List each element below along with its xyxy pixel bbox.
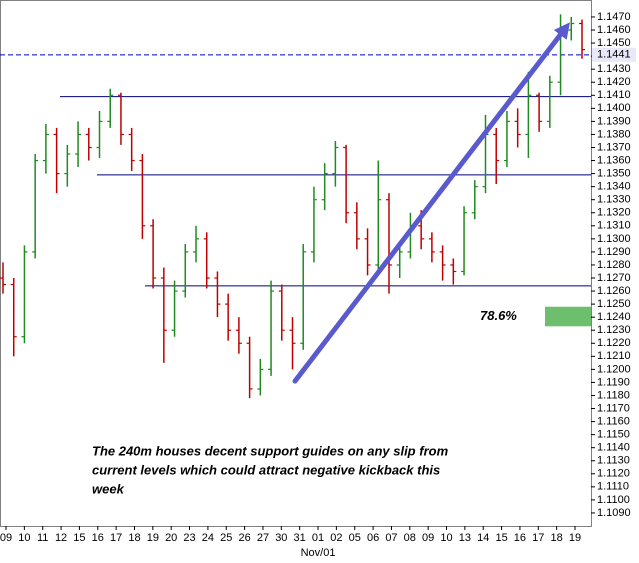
x-tick-label: 15: [73, 532, 85, 544]
x-tick-label: 10: [440, 532, 452, 544]
x-tick-label: 13: [459, 532, 471, 544]
annotation-text: The 240m houses decent support guides on…: [92, 443, 449, 458]
y-tick-label: 1.1110: [597, 481, 629, 493]
y-tick-label: 1.1250: [597, 298, 631, 310]
x-tick-label: 10: [18, 532, 30, 544]
y-tick-label: 1.1130: [597, 455, 630, 467]
x-tick-label: 02: [330, 532, 342, 544]
y-tick-label: 1.1310: [597, 220, 631, 232]
retracement-zone: [545, 306, 591, 327]
x-tick-label: 24: [202, 532, 214, 544]
y-tick-label: 1.1400: [597, 102, 631, 114]
x-tick-label: 30: [275, 532, 287, 544]
annotation-text: week: [92, 481, 125, 496]
y-tick-label: 1.1170: [597, 402, 630, 414]
x-tick-label: 12: [55, 532, 67, 544]
x-tick-label: 07: [385, 532, 397, 544]
x-tick-label: 19: [569, 532, 581, 544]
x-tick-label: 27: [257, 532, 269, 544]
x-tick-label: 31: [294, 532, 306, 544]
x-tick-label: 20: [165, 532, 177, 544]
y-tick-label: 1.1460: [597, 24, 631, 36]
x-tick-label: 14: [477, 532, 489, 544]
x-tick-label: 23: [183, 532, 195, 544]
y-tick-label: 1.1370: [597, 141, 631, 153]
y-tick-label: 1.1420: [597, 76, 631, 88]
x-tick-label: 15: [495, 532, 507, 544]
x-tick-label: 09: [422, 532, 434, 544]
y-tick-label: 1.1160: [597, 415, 630, 427]
plot-frame: [0, 0, 592, 527]
y-tick-label: 1.1320: [597, 207, 631, 219]
y-tick-label: 1.1450: [597, 37, 631, 49]
y-tick-label: 1.1230: [597, 324, 631, 336]
x-tick-label: 11: [37, 532, 48, 544]
y-tick-label: 1.1410: [597, 89, 631, 101]
x-tick-label: 06: [367, 532, 379, 544]
y-tick-label: 1.1090: [597, 507, 631, 519]
x-tick-label: 16: [514, 532, 526, 544]
y-tick-label: 1.1350: [597, 167, 631, 179]
x-tick-label: 17: [532, 532, 544, 544]
y-tick-label: 1.1220: [597, 337, 631, 349]
y-tick-label: 1.1330: [597, 194, 631, 206]
current-price-box: [592, 47, 636, 62]
x-tick-label: 18: [551, 532, 563, 544]
x-tick-label: 01: [312, 532, 324, 544]
y-tick-label: 1.1430: [597, 63, 631, 75]
y-tick-label: 1.1360: [597, 154, 631, 166]
y-tick-label: 1.1200: [597, 363, 631, 375]
y-tick-label: 1.1190: [597, 376, 630, 388]
y-tick-label: 1.1100: [597, 494, 630, 506]
x-tick-label: 08: [404, 532, 416, 544]
trend-arrow-head: [553, 22, 570, 40]
x-tick-label: 18: [128, 532, 140, 544]
y-tick-label: 1.1340: [597, 181, 631, 193]
y-tick-label: 1.1300: [597, 233, 631, 245]
x-tick-label: 25: [220, 532, 232, 544]
y-tick-label: 1.1240: [597, 311, 631, 323]
trend-arrow: [292, 32, 563, 384]
zone-label: 78.6%: [480, 308, 517, 323]
x-tick-label: 09: [0, 532, 12, 544]
annotation-text: current levels which could attract negat…: [92, 462, 440, 477]
x-tick-label: 05: [349, 532, 361, 544]
y-tick-label: 1.1150: [597, 429, 630, 441]
x-tick-label: 16: [92, 532, 104, 544]
y-tick-label: 1.1210: [597, 350, 631, 362]
y-tick-label: 1.1290: [597, 246, 631, 258]
x-tick-label: 26: [238, 532, 250, 544]
y-tick-label: 1.1390: [597, 115, 631, 127]
x-tick-label: 17: [110, 532, 122, 544]
y-tick-label: 1.1180: [597, 389, 630, 401]
x-sublabel: Nov/01: [301, 547, 336, 559]
y-tick-label: 1.1280: [597, 259, 631, 271]
y-tick-label: 1.1380: [597, 128, 631, 140]
y-tick-label: 1.1270: [597, 272, 631, 284]
y-tick-label: 1.1470: [597, 11, 631, 23]
y-tick-label: 1.1120: [597, 468, 630, 480]
x-tick-label: 19: [147, 532, 159, 544]
current-price-label: 1.1441: [597, 49, 631, 61]
y-tick-label: 1.1140: [597, 442, 630, 454]
y-tick-label: 1.1260: [597, 285, 631, 297]
